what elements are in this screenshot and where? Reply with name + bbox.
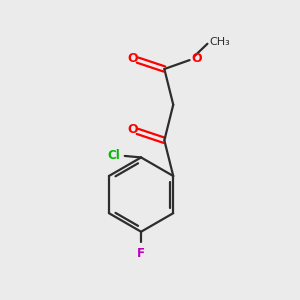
Text: O: O [127,52,138,65]
Text: CH₃: CH₃ [209,37,230,47]
Text: F: F [137,247,145,260]
Text: O: O [127,123,138,136]
Text: Cl: Cl [107,149,120,162]
Text: O: O [191,52,202,65]
